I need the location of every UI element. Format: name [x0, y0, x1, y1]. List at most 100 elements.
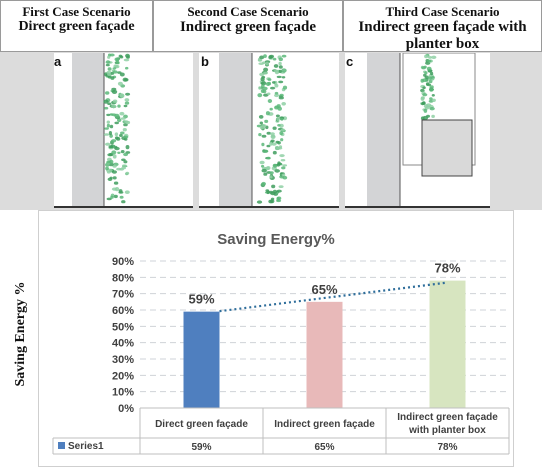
- leaf: [259, 72, 265, 77]
- leaf: [266, 144, 271, 148]
- leaf: [261, 75, 266, 79]
- legend-series-name: Series1: [68, 441, 104, 452]
- leaf: [426, 66, 432, 71]
- leaf: [106, 120, 110, 124]
- leaf: [425, 103, 432, 107]
- panel-c: [345, 52, 490, 208]
- leaf: [424, 106, 430, 110]
- leaf: [261, 164, 265, 168]
- leaf: [258, 115, 264, 119]
- leaf: [261, 142, 265, 147]
- leaf: [107, 67, 112, 71]
- foliage: [420, 53, 437, 120]
- scenario-1-title: First Case Scenario: [22, 4, 131, 19]
- leaf: [429, 107, 435, 111]
- leaf: [427, 76, 433, 80]
- bars: [183, 280, 466, 408]
- leaf: [282, 164, 288, 167]
- leaf: [121, 200, 126, 204]
- y-tick-label: 70%: [112, 289, 134, 301]
- leaf: [103, 99, 109, 104]
- leaf: [104, 106, 109, 110]
- leaf: [280, 138, 284, 142]
- leaf: [123, 58, 130, 62]
- scenario-2-subtitle: Indirect green façade: [179, 19, 317, 35]
- leaf: [111, 89, 118, 94]
- leaf: [124, 120, 129, 123]
- leaf: [278, 57, 283, 62]
- leaf: [280, 128, 285, 132]
- leaf: [107, 177, 113, 181]
- y-tick-label: 20%: [112, 370, 134, 382]
- leaf: [261, 84, 265, 88]
- chart-area: Saving Energy% 0% 10% 20% 30% 40% 50% 60% 70% 80…: [38, 210, 514, 467]
- trendline: [219, 281, 448, 313]
- leaf: [265, 61, 269, 66]
- data-label: 65%: [311, 282, 337, 297]
- y-tick-label: 90%: [112, 256, 134, 268]
- leaf: [270, 134, 276, 139]
- wall-shape: [72, 53, 104, 206]
- leaf: [278, 185, 284, 189]
- leaf: [267, 78, 272, 81]
- leaf: [262, 89, 267, 94]
- leaf: [117, 151, 121, 154]
- leaf: [112, 70, 118, 74]
- wall-shape: [219, 53, 252, 206]
- leaf: [114, 121, 119, 125]
- leaf: [125, 66, 129, 70]
- leaf: [106, 197, 112, 201]
- leaf: [107, 102, 112, 105]
- leaf: [110, 76, 115, 80]
- leaf: [114, 132, 119, 137]
- leaf: [111, 187, 118, 191]
- x-category-label: Indirect green façade: [397, 412, 498, 423]
- leaf: [119, 93, 125, 98]
- bar: [183, 311, 220, 408]
- leaf: [256, 200, 263, 204]
- leaf: [265, 111, 270, 116]
- saving-energy-chart: Saving Energy% 0% 10% 20% 30% 40% 50% 60% 70% 80…: [52, 231, 510, 455]
- chart-title: Saving Energy%: [217, 231, 335, 248]
- scenario-2-title: Second Case Scenario: [187, 4, 309, 19]
- leaf: [105, 166, 109, 171]
- leaf: [429, 87, 434, 92]
- leaf: [112, 99, 118, 103]
- leaf: [424, 71, 428, 75]
- leaf: [107, 153, 113, 157]
- leaf: [281, 102, 286, 106]
- leaf: [119, 195, 124, 199]
- panel-a-label: a: [54, 54, 62, 69]
- leaf: [270, 86, 276, 90]
- leaf: [107, 73, 112, 76]
- leaf: [281, 173, 286, 177]
- legend-key: [58, 442, 65, 449]
- table-value: 65%: [314, 442, 334, 453]
- leaf: [112, 67, 117, 70]
- data-label: 78%: [434, 261, 460, 276]
- leaf: [274, 83, 279, 88]
- data-table: Direct green façade Indirect green façade…: [52, 407, 510, 455]
- leaf: [125, 171, 130, 175]
- leaf: [123, 123, 128, 127]
- panel-b: [199, 53, 339, 208]
- leaf: [274, 93, 280, 98]
- leaf: [267, 81, 271, 86]
- foliage: [103, 53, 131, 204]
- leaf: [272, 150, 277, 155]
- leaf: [273, 64, 279, 68]
- data-labels: 59% 65% 78%: [188, 261, 460, 307]
- x-category-label: Direct green façade: [155, 419, 248, 430]
- leaf: [278, 96, 284, 100]
- leaf: [424, 54, 429, 59]
- leaf: [261, 134, 267, 138]
- leaf: [274, 91, 279, 95]
- leaf: [111, 150, 117, 155]
- leaf: [279, 117, 284, 121]
- y-tick-label: 0%: [118, 403, 134, 415]
- leaf: [125, 53, 130, 58]
- scenario-1-subtitle: Direct green façade: [18, 19, 135, 34]
- leaf: [106, 113, 111, 117]
- leaf: [268, 199, 274, 204]
- leaf: [276, 199, 282, 203]
